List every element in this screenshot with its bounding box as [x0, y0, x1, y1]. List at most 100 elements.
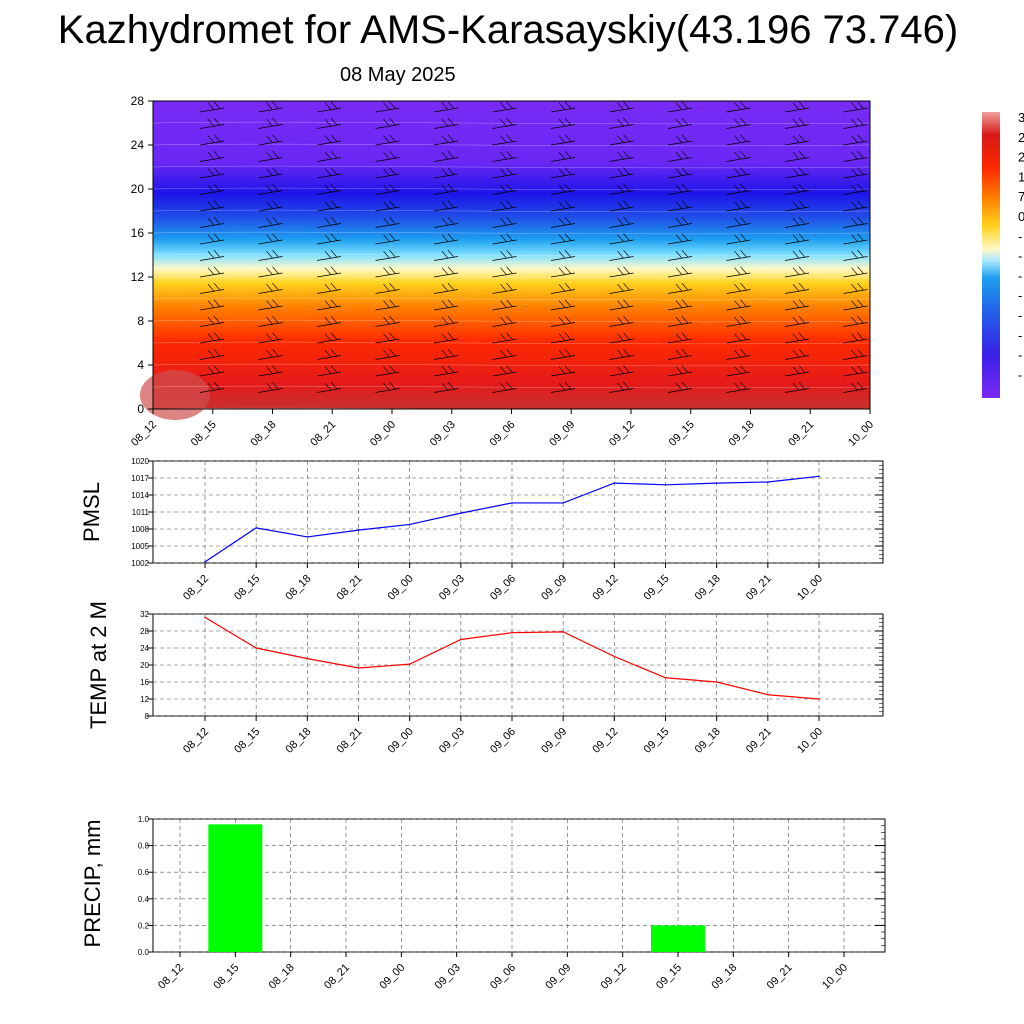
pmsl-y-tick-label: 1017 [131, 474, 149, 483]
colorbar-label: - [1018, 367, 1022, 382]
wind-barb [726, 332, 751, 344]
wind-barb [258, 348, 283, 360]
contour-line [152, 319, 871, 323]
wind-barb [784, 365, 810, 377]
pmsl-x-tick-label: 09_21 [744, 573, 774, 603]
wind-barb [199, 266, 225, 278]
pmsl-y-tick-label: 1020 [131, 457, 149, 466]
temp-x-tick-label: 09_12 [590, 726, 620, 756]
wind-barb [433, 381, 459, 393]
pmsl-data-point [613, 482, 616, 484]
pmsl-x-tick-label: 08_21 [335, 573, 365, 603]
precip-x-tick-label: 10_00 [820, 962, 850, 992]
pmsl-data-point [562, 502, 564, 504]
contour-line [152, 385, 871, 389]
precip-y-tick-label: 0.4 [138, 895, 150, 904]
wind-barb [316, 381, 342, 393]
heatmap-x-tick-label: 08_21 [308, 419, 338, 449]
wind-barb [784, 266, 810, 278]
wind-barb [843, 266, 868, 278]
wind-barb [375, 348, 400, 360]
wind-barb [199, 150, 225, 162]
pmsl-x-tick-label: 09_18 [693, 573, 723, 603]
wind-barb [258, 233, 283, 245]
contour-line [152, 275, 871, 279]
wind-barb [550, 150, 576, 162]
pmsl-data-point [715, 482, 718, 484]
wind-barb [784, 216, 810, 228]
heatmap-x-tick-label: 08_18 [249, 419, 279, 449]
wind-barb [375, 150, 400, 162]
wind-barb [258, 134, 283, 146]
heatmap-x-tick-label: 09_18 [727, 419, 757, 449]
heatmap-x-tick-label: 10_00 [846, 419, 876, 449]
pmsl-x-tick-label: 09_15 [642, 573, 672, 603]
wind-barb [843, 117, 868, 129]
wind-barb [843, 315, 868, 327]
temp-y-tick-label: 32 [140, 610, 149, 619]
wind-barb [433, 249, 459, 261]
colorbar-label: - [1018, 268, 1022, 283]
temp-data-point [767, 693, 769, 696]
temp-x-tick-label: 09_03 [437, 726, 467, 756]
wind-barb [199, 381, 225, 393]
precip-bar [651, 925, 705, 952]
wind-barb [258, 282, 283, 294]
colorbar-label: 2 [1018, 130, 1024, 145]
wind-barb [199, 167, 225, 179]
wind-barb [258, 266, 283, 278]
wind-barb [609, 266, 634, 278]
wind-barb [726, 101, 751, 113]
heatmap-y-tick-label: 0 [137, 402, 144, 416]
wind-barb [258, 249, 283, 261]
wind-barb [492, 117, 517, 129]
pmsl-x-tick-label: 09_06 [488, 573, 518, 603]
pmsl-y-tick-label: 1002 [131, 559, 149, 568]
wind-barb [258, 200, 283, 212]
wind-barb [199, 183, 225, 195]
wind-barb [726, 315, 751, 327]
wind-barb [199, 216, 225, 228]
wind-barb [667, 381, 693, 393]
wind-barb [550, 365, 576, 377]
pmsl-y-tick-label: 1005 [131, 542, 149, 551]
colorbar [982, 112, 1000, 398]
pmsl-data-point [204, 561, 206, 563]
precip-x-tick-label: 08_21 [322, 962, 352, 992]
wind-barb [843, 365, 868, 377]
wind-barb [316, 332, 342, 344]
wind-barb [667, 233, 693, 245]
wind-barb [726, 117, 751, 129]
pmsl-axis-title: PMSL [79, 482, 104, 542]
wind-barb [375, 134, 400, 146]
wind-barb [258, 150, 283, 162]
temp-x-tick-label: 08_12 [181, 726, 211, 756]
precip-x-tick-label: 09_12 [599, 962, 629, 992]
pmsl-data-point [460, 512, 462, 514]
wind-barb [726, 233, 751, 245]
wind-barb [667, 249, 693, 261]
wind-barb [375, 266, 400, 278]
wind-barb [375, 249, 400, 261]
wind-barb [550, 233, 576, 245]
wind-barb [784, 101, 810, 113]
temp-data-point [613, 655, 616, 658]
wind-barb [609, 381, 634, 393]
wind-barb [726, 167, 751, 179]
wind-barb [316, 249, 342, 261]
wind-barb [375, 299, 400, 311]
wind-barb [433, 117, 459, 129]
wind-barb [843, 249, 868, 261]
wind-barb [492, 200, 517, 212]
precip-axis-title: PRECIP, mm [80, 820, 105, 948]
heatmap-y-tick-label: 4 [137, 358, 144, 372]
wind-barb [784, 249, 810, 261]
wind-barb [375, 381, 400, 393]
wind-barb [726, 134, 751, 146]
wind-barb [843, 216, 868, 228]
pmsl-data-point [767, 481, 769, 483]
heatmap-x-tick-label: 08_12 [129, 419, 159, 449]
wind-barb [258, 167, 283, 179]
temp-y-tick-label: 16 [140, 678, 149, 687]
wind-barb [667, 282, 693, 294]
